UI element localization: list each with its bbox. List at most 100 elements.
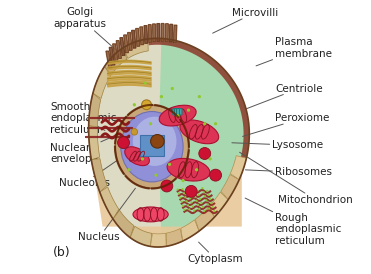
Circle shape xyxy=(202,206,204,208)
PathPatch shape xyxy=(123,39,148,58)
Circle shape xyxy=(178,192,180,195)
Circle shape xyxy=(193,209,196,212)
Circle shape xyxy=(198,194,200,196)
Circle shape xyxy=(198,95,201,98)
PathPatch shape xyxy=(230,156,246,180)
Circle shape xyxy=(160,95,163,98)
Polygon shape xyxy=(161,24,164,41)
Circle shape xyxy=(210,202,213,204)
PathPatch shape xyxy=(95,173,242,247)
PathPatch shape xyxy=(89,38,249,247)
Ellipse shape xyxy=(159,105,196,126)
Ellipse shape xyxy=(133,117,177,166)
Polygon shape xyxy=(113,44,118,62)
Circle shape xyxy=(179,196,181,199)
Circle shape xyxy=(177,189,179,191)
Text: Smooth
endoplasmic
reticulum: Smooth endoplasmic reticulum xyxy=(50,102,117,135)
Circle shape xyxy=(188,193,190,195)
Circle shape xyxy=(182,205,184,207)
Circle shape xyxy=(194,196,196,198)
Text: Centriole: Centriole xyxy=(245,84,323,109)
Circle shape xyxy=(192,206,194,207)
Circle shape xyxy=(149,122,152,125)
PathPatch shape xyxy=(89,38,161,247)
PathPatch shape xyxy=(181,220,199,241)
Circle shape xyxy=(176,114,179,117)
Circle shape xyxy=(144,81,147,85)
Circle shape xyxy=(203,210,205,212)
PathPatch shape xyxy=(105,48,127,75)
Circle shape xyxy=(191,201,193,204)
Circle shape xyxy=(193,192,195,194)
Circle shape xyxy=(151,135,164,148)
PathPatch shape xyxy=(148,38,249,247)
Circle shape xyxy=(187,189,188,191)
Circle shape xyxy=(203,122,206,125)
Circle shape xyxy=(204,195,206,197)
Circle shape xyxy=(185,185,197,197)
PathPatch shape xyxy=(150,233,166,247)
Circle shape xyxy=(198,208,200,210)
Circle shape xyxy=(199,198,201,200)
Polygon shape xyxy=(144,26,148,43)
PathPatch shape xyxy=(221,175,239,199)
Circle shape xyxy=(207,194,210,196)
Circle shape xyxy=(188,208,190,210)
Circle shape xyxy=(141,157,144,161)
PathPatch shape xyxy=(166,229,183,246)
Circle shape xyxy=(214,122,217,125)
Ellipse shape xyxy=(180,120,219,144)
Circle shape xyxy=(195,168,198,171)
Circle shape xyxy=(118,137,129,149)
Circle shape xyxy=(168,163,171,166)
PathPatch shape xyxy=(195,207,214,231)
Circle shape xyxy=(196,199,198,202)
Circle shape xyxy=(181,179,185,182)
PathPatch shape xyxy=(89,93,101,127)
Circle shape xyxy=(196,190,198,192)
Text: Ribosomes: Ribosomes xyxy=(246,167,332,178)
Circle shape xyxy=(199,147,211,159)
Polygon shape xyxy=(165,24,168,41)
Circle shape xyxy=(208,207,210,210)
Text: Nuclear
envelope: Nuclear envelope xyxy=(50,133,121,164)
Polygon shape xyxy=(136,28,140,46)
Polygon shape xyxy=(128,33,132,50)
Circle shape xyxy=(191,187,194,190)
Polygon shape xyxy=(169,24,173,42)
Circle shape xyxy=(197,204,199,206)
Polygon shape xyxy=(120,38,125,55)
PathPatch shape xyxy=(113,210,134,238)
Circle shape xyxy=(127,168,131,171)
Circle shape xyxy=(209,198,211,200)
Polygon shape xyxy=(132,30,136,48)
FancyBboxPatch shape xyxy=(140,135,164,156)
PathPatch shape xyxy=(130,226,152,246)
Text: Peroxiome: Peroxiome xyxy=(243,113,329,136)
Circle shape xyxy=(186,200,188,202)
Circle shape xyxy=(161,180,173,192)
Polygon shape xyxy=(152,24,156,42)
Polygon shape xyxy=(173,25,177,43)
Ellipse shape xyxy=(115,105,189,188)
Text: Rough
endoplasmic
reticulum: Rough endoplasmic reticulum xyxy=(245,198,341,246)
FancyBboxPatch shape xyxy=(173,109,182,115)
Text: (b): (b) xyxy=(53,246,71,259)
Circle shape xyxy=(181,188,184,190)
Ellipse shape xyxy=(167,158,210,181)
Text: Golgi
apparatus: Golgi apparatus xyxy=(54,7,127,60)
PathPatch shape xyxy=(91,159,107,192)
Circle shape xyxy=(203,191,205,193)
Circle shape xyxy=(187,204,189,206)
Circle shape xyxy=(183,209,186,211)
Circle shape xyxy=(200,202,203,204)
Circle shape xyxy=(211,206,214,208)
Circle shape xyxy=(209,157,212,161)
Circle shape xyxy=(183,192,185,194)
Ellipse shape xyxy=(133,207,168,222)
Circle shape xyxy=(142,100,151,110)
Polygon shape xyxy=(140,27,144,45)
PathPatch shape xyxy=(100,187,119,219)
Ellipse shape xyxy=(121,112,183,182)
Circle shape xyxy=(171,87,174,90)
